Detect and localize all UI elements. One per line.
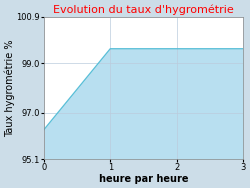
Title: Evolution du taux d'hygrométrie: Evolution du taux d'hygrométrie [53,4,234,15]
X-axis label: heure par heure: heure par heure [99,174,188,184]
Y-axis label: Taux hygrométrie %: Taux hygrométrie % [4,39,15,137]
